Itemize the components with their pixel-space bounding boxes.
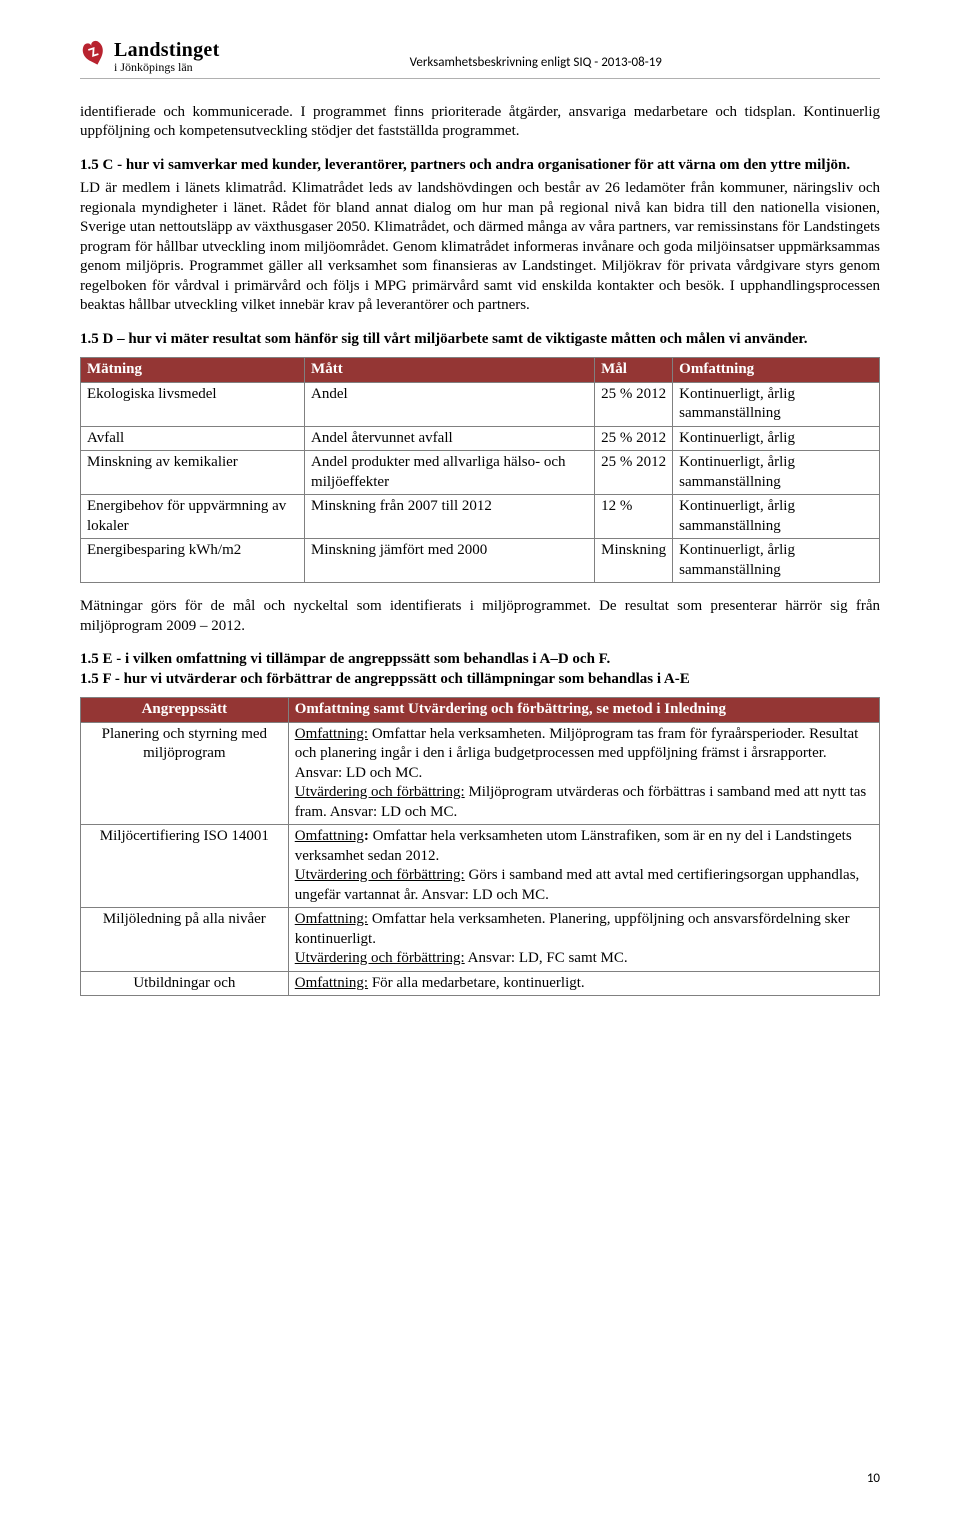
approaches-table: Angreppssätt Omfattning samt Utvärdering… bbox=[80, 697, 880, 996]
document-page: Landstinget i Jönköpings län Verksamhets… bbox=[0, 0, 960, 1518]
table-header: Omfattning bbox=[673, 358, 880, 383]
intro-paragraph: identifierade och kommunicerade. I progr… bbox=[80, 103, 880, 142]
table-row: Avfall Andel återvunnet avfall 25 % 2012… bbox=[81, 426, 880, 451]
logo: Landstinget i Jönköpings län bbox=[80, 40, 220, 74]
landstinget-logo-icon bbox=[80, 40, 108, 68]
table-row: Ekologiska livsmedel Andel 25 % 2012 Kon… bbox=[81, 382, 880, 426]
table-row: Energibehov för uppvärmning av lokaler M… bbox=[81, 495, 880, 539]
section-1-5-e-heading: 1.5 E - i vilken omfattning vi tillämpar… bbox=[80, 650, 880, 670]
page-number: 10 bbox=[867, 1471, 880, 1488]
section-1-5-f-heading: 1.5 F - hur vi utvärderar och förbättrar… bbox=[80, 670, 880, 690]
measurements-table: Mätning Mått Mål Omfattning Ekologiska l… bbox=[80, 357, 880, 583]
header-doc-title: Verksamhetsbeskrivning enligt SIQ - 2013… bbox=[410, 55, 662, 74]
section-d-after-paragraph: Mätningar görs för de mål och nyckeltal … bbox=[80, 597, 880, 636]
logo-main-text: Landstinget bbox=[114, 40, 220, 61]
table-header: Mått bbox=[305, 358, 595, 383]
table-header: Mål bbox=[595, 358, 673, 383]
page-header: Landstinget i Jönköpings län Verksamhets… bbox=[80, 40, 880, 79]
table-header: Omfattning samt Utvärdering och förbättr… bbox=[288, 698, 879, 723]
table-row: Planering och styrning med miljöprogram … bbox=[81, 722, 880, 825]
section-1-5-c-body: LD är medlem i länets klimatråd. Klimatr… bbox=[80, 179, 880, 316]
table-row: Energibesparing kWh/m2 Minskning jämfört… bbox=[81, 539, 880, 583]
section-1-5-d-heading: 1.5 D – hur vi mäter resultat som hänför… bbox=[80, 330, 880, 350]
logo-sub-text: i Jönköpings län bbox=[114, 61, 220, 74]
table-row: Minskning av kemikalier Andel produkter … bbox=[81, 451, 880, 495]
section-1-5-c-heading: 1.5 C - hur vi samverkar med kunder, lev… bbox=[80, 156, 880, 176]
table-header: Mätning bbox=[81, 358, 305, 383]
table-row: Miljöledning på alla nivåer Omfattning: … bbox=[81, 908, 880, 972]
table-row: Utbildningar och Omfattning: För alla me… bbox=[81, 971, 880, 996]
table-row: Miljöcertifiering ISO 14001 Omfattning: … bbox=[81, 825, 880, 908]
table-header: Angreppssätt bbox=[81, 698, 289, 723]
